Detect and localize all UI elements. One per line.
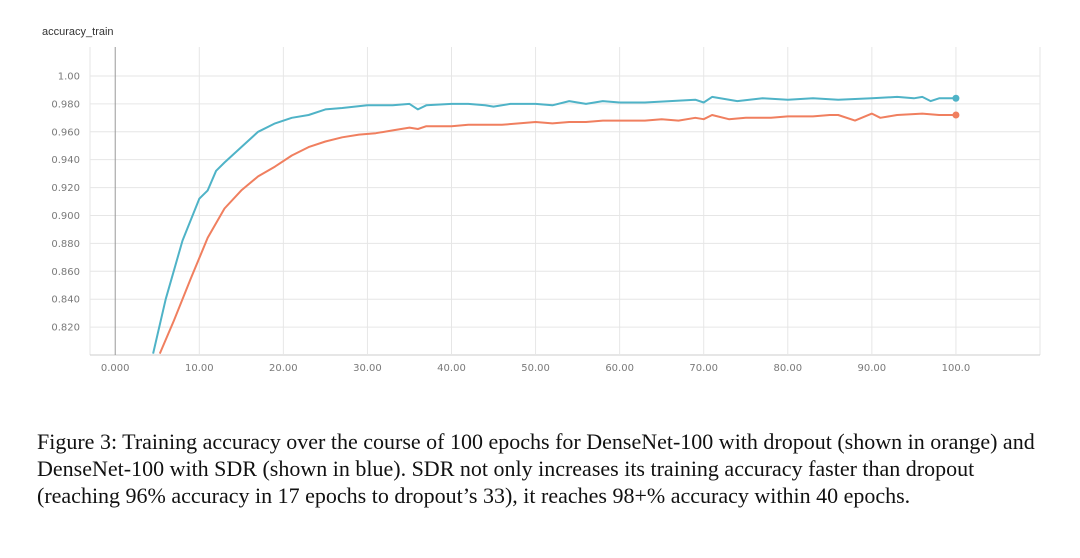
accuracy-chart: 0.820 0.840 0.860 0.880 0.900 0.920 0.940 0.960… — [51, 47, 1041, 374]
figure-caption: Figure 3: Training accuracy over the cou… — [37, 429, 1035, 508]
series-endpoint-sdr — [952, 94, 960, 102]
x-tick-label: 0.000 — [101, 363, 130, 374]
x-tick-label: 70.00 — [689, 363, 718, 374]
x-tick-label: 100.0 — [942, 363, 971, 374]
y-tick-label: 0.860 — [51, 267, 80, 278]
series-endpoint-dropout — [952, 111, 960, 119]
y-tick-label: 0.980 — [51, 99, 80, 110]
y-tick-label: 0.880 — [51, 239, 80, 250]
x-tick-label: 30.00 — [353, 363, 382, 374]
y-tick-label: 0.900 — [51, 211, 80, 222]
y-tick-label: 0.960 — [51, 127, 80, 138]
y-tick-label: 0.840 — [51, 295, 80, 306]
tick-label-layer: 0.820 0.840 0.860 0.880 0.900 0.920 0.940 0.960… — [51, 71, 970, 374]
x-tick-label: 90.00 — [858, 363, 887, 374]
x-tick-label: 10.00 — [185, 363, 214, 374]
x-tick-label: 50.00 — [521, 363, 550, 374]
x-tick-label: 40.00 — [437, 363, 466, 374]
y-tick-label: 0.920 — [51, 183, 80, 194]
series-layer — [152, 94, 960, 354]
chart-title: accuracy_train — [42, 26, 114, 38]
y-tick-label: 0.820 — [51, 323, 80, 334]
grid-layer — [89, 47, 1041, 356]
x-tick-label: 60.00 — [605, 363, 634, 374]
x-tick-label: 20.00 — [269, 363, 298, 374]
series-line-sdr — [152, 95, 956, 354]
x-tick-label: 80.00 — [773, 363, 802, 374]
series-line-dropout — [158, 112, 956, 354]
y-tick-label: 0.940 — [51, 155, 80, 166]
y-tick-label: 1.00 — [58, 71, 80, 82]
